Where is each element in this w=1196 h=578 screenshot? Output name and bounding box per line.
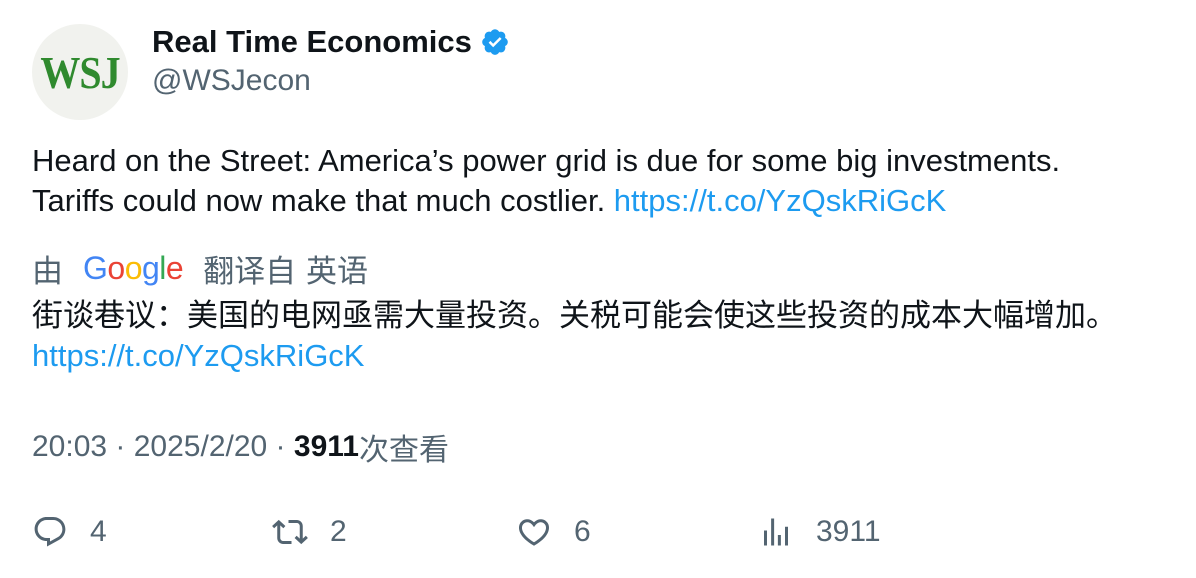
action-bar: 4 2 6 3911 (32, 508, 1182, 556)
reply-button[interactable]: 4 (32, 508, 107, 556)
tweet-time[interactable]: 20:03 (32, 430, 108, 463)
meta-separator-2: · (267, 430, 294, 463)
author-avatar[interactable]: WSJ (32, 24, 128, 120)
views-count: 3911 (816, 515, 881, 548)
retweet-button[interactable]: 2 (272, 508, 347, 556)
author-handle[interactable]: @WSJecon (152, 64, 311, 97)
tweet-meta: 20:03 · 2025/2/20 · 3911 次查看 (32, 425, 449, 469)
translation-by-label: 由 (32, 253, 63, 290)
tweet-text-line-1: Heard on the Street: America’s power gri… (32, 143, 1061, 178)
views-button[interactable]: 3911 (758, 508, 881, 556)
tweet-views-count: 3911 (293, 430, 359, 463)
verified-badge-icon (482, 29, 508, 55)
reply-icon (34, 517, 66, 547)
tweet-text: Heard on the Street: America’s power gri… (32, 141, 1172, 221)
translation-attribution: 由 Google 翻译自 英语 (32, 248, 369, 290)
translated-text: 街谈巷议：美国的电网亟需大量投资。关税可能会使这些投资的成本大幅增加。 http… (32, 296, 1182, 376)
like-count: 6 (574, 515, 591, 548)
translated-link[interactable]: https://t.co/YzQskRiGcK (32, 338, 365, 373)
translated-text-body: 街谈巷议：美国的电网亟需大量投资。关税可能会使这些投资的成本大幅增加。 (32, 298, 1117, 334)
meta-separator-1: · (107, 430, 134, 463)
google-logo[interactable]: Google (83, 249, 184, 286)
author-name-row: Real Time Economics (152, 24, 510, 60)
retweet-icon (272, 519, 308, 545)
tweet-link[interactable]: https://t.co/YzQskRiGcK (613, 183, 947, 218)
author-display-name[interactable]: Real Time Economics (152, 24, 472, 59)
tweet-views-label: 次查看 (358, 433, 449, 468)
views-icon (764, 518, 788, 546)
retweet-count: 2 (330, 515, 347, 548)
tweet-date[interactable]: 2025/2/20 (133, 430, 268, 463)
wsj-logo: WSJ (40, 46, 120, 98)
tweet-text-line-2: Tariffs could now make that much costlie… (32, 181, 1172, 221)
like-icon (518, 519, 550, 546)
like-button[interactable]: 6 (516, 508, 591, 556)
reply-count: 4 (90, 515, 107, 548)
tweet-text-line-2-body: Tariffs could now make that much costlie… (32, 183, 614, 218)
translation-from-label: 翻译自 英语 (203, 253, 369, 290)
